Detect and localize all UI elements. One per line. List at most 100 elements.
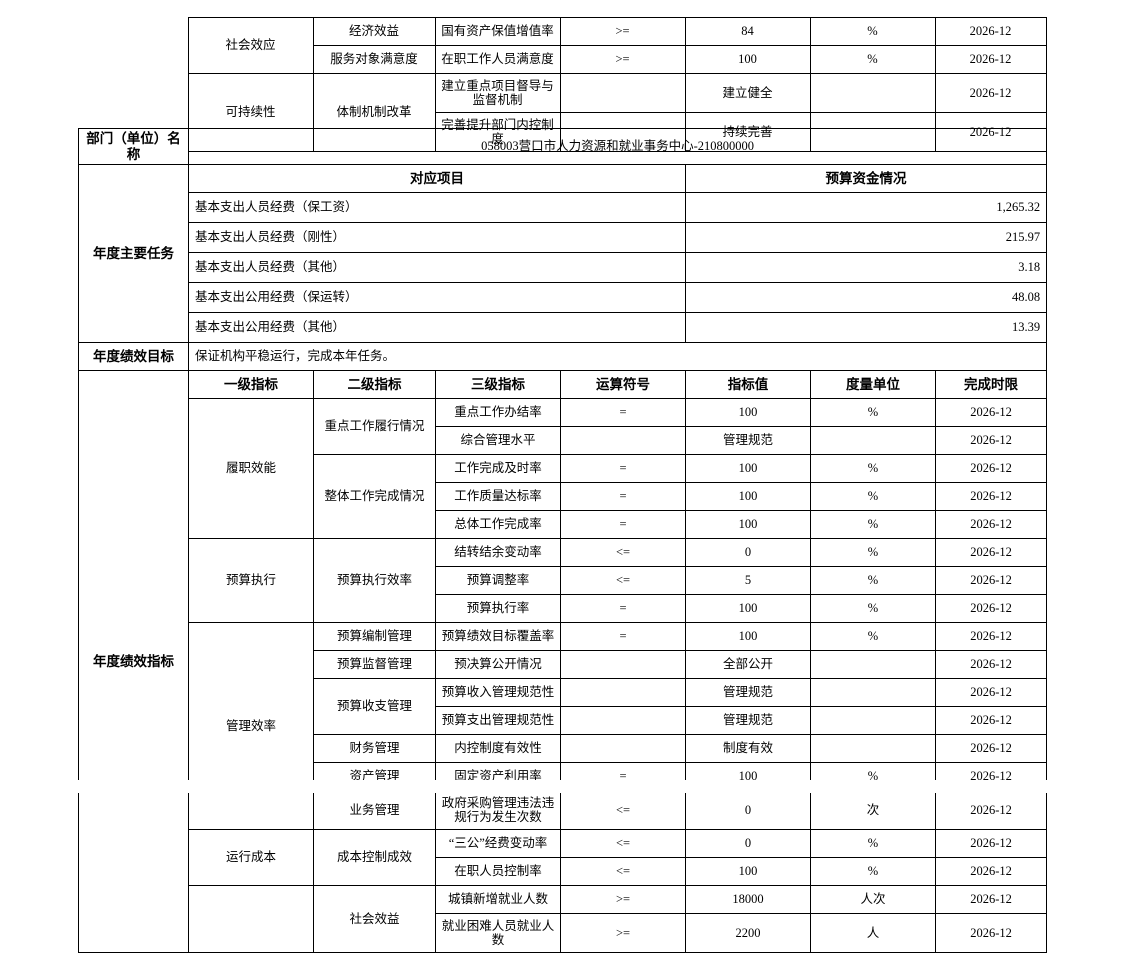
cell-deadline: 2026-12 <box>934 482 1048 512</box>
table-row: 基本支出人员经费（保工资） 1,265.32 <box>79 192 1048 224</box>
cell-operator: = <box>560 482 686 512</box>
task-project: 基本支出人员经费（其他） <box>188 252 686 284</box>
cell-value: 84 <box>684 17 811 46</box>
cell-level2: 整体工作完成情况 <box>313 454 436 540</box>
col-header-budget: 预算资金情况 <box>684 164 1048 194</box>
col-header-operator: 运算符号 <box>560 370 686 400</box>
cell-value: 100 <box>685 622 811 652</box>
cell-value: 100 <box>685 510 811 540</box>
cell-level3: “三公”经费变动率 <box>435 829 561 859</box>
table-row: 预算监督管理 预决算公开情况 全部公开 2026-12 <box>79 650 1048 680</box>
cell-level1 <box>188 885 314 953</box>
cell-level3: 在职工作人员满意度 <box>434 45 561 74</box>
cell-operator: >= <box>560 885 686 915</box>
table-row: 综合管理水平 管理规范 2026-12 <box>79 426 1048 456</box>
cell-operator: <= <box>560 790 686 831</box>
cell-deadline: 2026-12 <box>934 45 1047 74</box>
cell-deadline: 2026-12 <box>934 678 1048 708</box>
cell-value: 5 <box>685 566 811 596</box>
task-project: 基本支出公用经费（保运转） <box>188 282 686 314</box>
cell-operator <box>560 650 686 680</box>
table-row: 基本支出人员经费（刚性） 215.97 <box>79 222 1048 254</box>
cell-unit: % <box>809 17 936 46</box>
cell-level2: 预算编制管理 <box>313 622 436 652</box>
annual-indicators-label-text: 年度绩效指标 <box>93 653 174 669</box>
cell-operator: >= <box>559 45 686 74</box>
cell-value: 100 <box>685 398 811 428</box>
task-budget: 48.08 <box>684 282 1048 314</box>
table-row: 预算执行率 = 100 % 2026-12 <box>79 594 1048 624</box>
cell-unit: % <box>810 538 936 568</box>
cell-deadline: 2026-12 <box>934 734 1048 764</box>
cell-deadline: 2026-12 <box>934 650 1048 680</box>
cell-operator: <= <box>560 829 686 859</box>
annual-tasks-header-row: 年度主要任务 对应项目 预算资金情况 <box>78 164 1048 344</box>
cell-deadline: 2026-12 <box>934 426 1048 456</box>
cell-deadline: 2026-12 <box>934 790 1048 831</box>
col-header-deadline: 完成时限 <box>934 370 1048 400</box>
cell-value: 全部公开 <box>685 650 811 680</box>
cell-operator <box>560 706 686 736</box>
cell-unit: % <box>810 510 936 540</box>
cell-deadline: 2026-12 <box>934 622 1048 652</box>
cell-level2: 财务管理 <box>313 734 436 764</box>
cell-level3: 城镇新增就业人数 <box>435 885 561 915</box>
cell-value: 2200 <box>685 913 811 953</box>
cell-level3: 在职人员控制率 <box>435 857 561 887</box>
budget-performance-document-page: 社会效应 经济效益 国有资产保值增值率 >= 84 % 2026-12 服务对象… <box>78 17 1048 953</box>
indicators-header-row: 年度绩效指标 一级指标 二级指标 三级指标 运算符号 指标值 度量单位 完成时限 <box>78 370 1048 953</box>
cell-level2: 预算监督管理 <box>313 650 436 680</box>
cell-level3: 预算收入管理规范性 <box>435 678 561 708</box>
cell-level1: 管理效率 <box>188 622 314 831</box>
task-project: 基本支出公用经费（其他） <box>188 312 686 344</box>
row-label-spacer <box>78 17 189 46</box>
cell-unit: 人 <box>810 913 936 953</box>
cell-unit: 人次 <box>810 885 936 915</box>
task-budget: 3.18 <box>684 252 1048 284</box>
cell-operator <box>560 426 686 456</box>
cell-level3: 总体工作完成率 <box>435 510 561 540</box>
cell-unit <box>810 678 936 708</box>
department-row: 部门（单位）名称 058003营口市人力资源和就业事务中心-210800000 <box>78 127 1048 166</box>
col-header-unit: 度量单位 <box>810 370 936 400</box>
table-row: 社会效应 经济效益 国有资产保值增值率 >= 84 % 2026-12 <box>78 17 1047 74</box>
table-row: 基本支出公用经费（保运转） 48.08 <box>79 282 1048 314</box>
cell-level2: 业务管理 <box>313 790 436 831</box>
cell-value: 100 <box>685 857 811 887</box>
cell-level3: 工作质量达标率 <box>435 482 561 512</box>
cell-deadline: 2026-12 <box>934 73 1047 113</box>
performance-target-table: 部门（单位）名称 058003营口市人力资源和就业事务中心-210800000 … <box>78 127 1048 953</box>
cell-operator: >= <box>560 913 686 953</box>
cell-unit: % <box>810 829 936 859</box>
col-header-project: 对应项目 <box>188 164 686 194</box>
task-project: 基本支出人员经费（刚性） <box>188 222 686 254</box>
cell-level3: 国有资产保值增值率 <box>434 17 561 46</box>
department-value: 058003营口市人力资源和就业事务中心-210800000 <box>187 127 1048 166</box>
cell-value: 100 <box>685 594 811 624</box>
task-project: 基本支出人员经费（保工资） <box>188 192 686 224</box>
cell-unit: % <box>810 482 936 512</box>
cell-unit <box>810 734 936 764</box>
cell-unit: % <box>809 45 936 74</box>
cell-value: 管理规范 <box>685 678 811 708</box>
table-row: 整体工作完成情况 工作完成及时率 = 100 % 2026-12 <box>79 454 1048 540</box>
cell-unit: % <box>810 622 936 652</box>
cell-value: 0 <box>685 790 811 831</box>
department-label: 部门（单位）名称 <box>78 127 189 166</box>
col-header-level1: 一级指标 <box>188 370 314 400</box>
cell-deadline: 2026-12 <box>934 454 1048 484</box>
annual-goal-value: 保证机构平稳运行，完成本年任务。 <box>187 342 1048 372</box>
cell-deadline: 2026-12 <box>934 538 1048 568</box>
annual-goal-row: 年度绩效目标 保证机构平稳运行，完成本年任务。 <box>78 342 1048 372</box>
cell-operator: = <box>560 594 686 624</box>
cell-level1: 社会效应 <box>187 17 314 74</box>
cell-deadline: 2026-12 <box>934 398 1048 428</box>
cell-deadline: 2026-12 <box>934 913 1048 953</box>
cell-level2: 重点工作履行情况 <box>313 398 436 456</box>
annual-tasks-label: 年度主要任务 <box>78 164 189 344</box>
cell-level3: 就业困难人员就业人数 <box>435 913 561 953</box>
cell-level3: 结转结余变动率 <box>435 538 561 568</box>
cell-operator: = <box>560 510 686 540</box>
cell-level1: 运行成本 <box>188 829 314 887</box>
cell-operator: = <box>560 398 686 428</box>
